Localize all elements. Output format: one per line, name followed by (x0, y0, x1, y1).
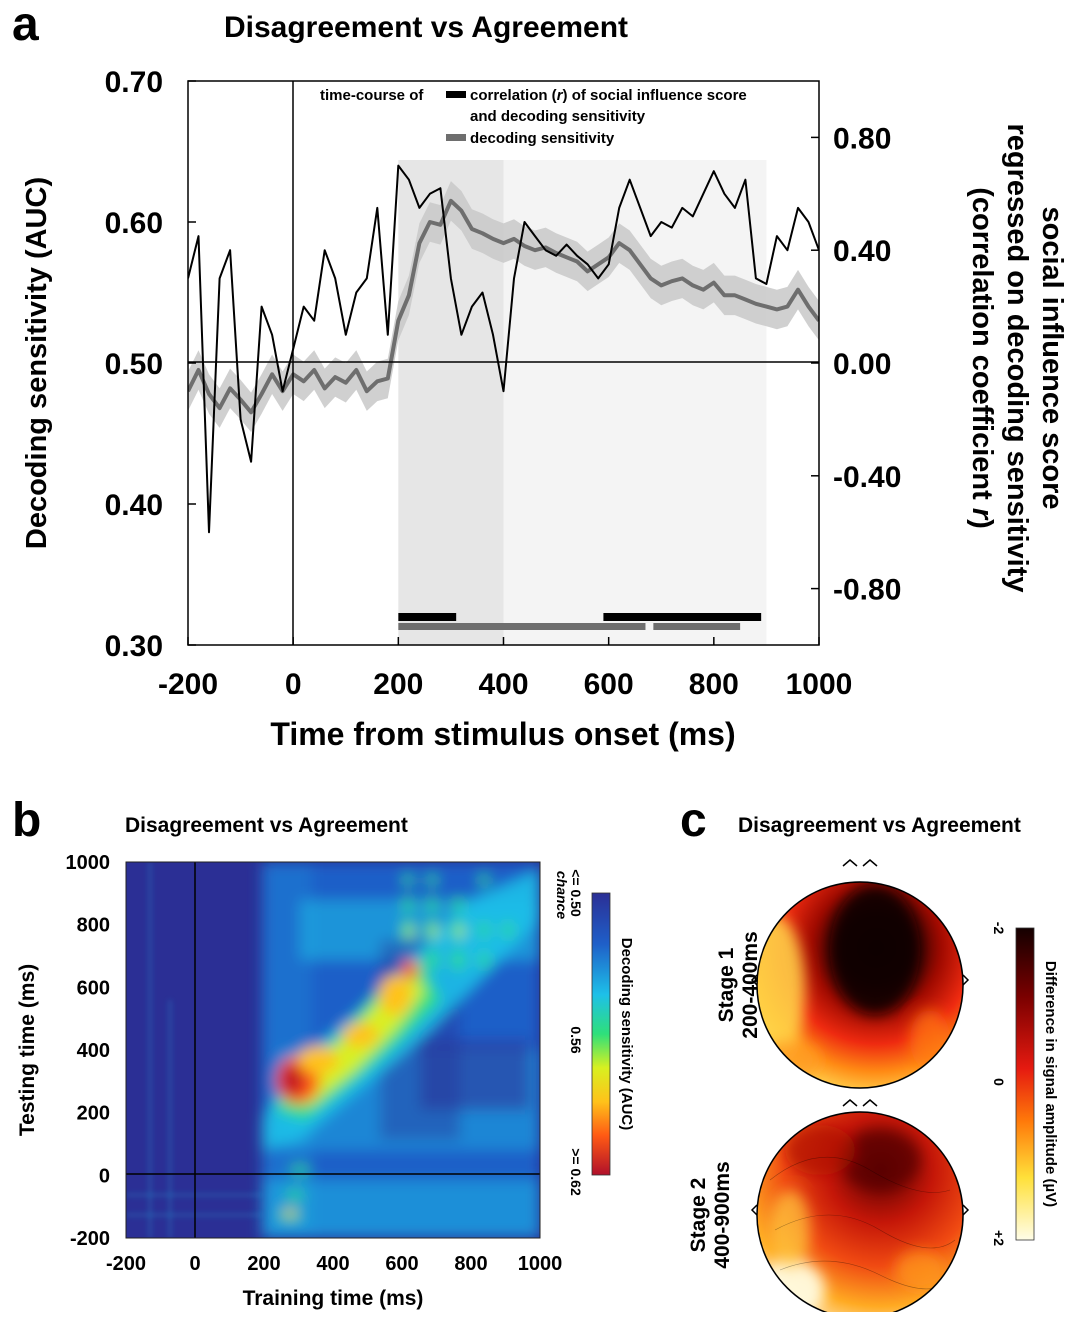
nose-marker (842, 1099, 858, 1107)
panel-a-xlabel: Time from stimulus onset (ms) (270, 716, 735, 752)
significance-bar-correlation (603, 613, 762, 621)
ear-marker-right (962, 974, 970, 986)
panel-c-title: Disagreement vs Agreement (738, 814, 1021, 837)
panel-b-cb-chance: chance (554, 871, 570, 919)
heatmap-x-tick-label: 0 (189, 1253, 200, 1275)
stage-1-label: Stage 1 (715, 947, 738, 1022)
x-tick-label: 800 (689, 668, 739, 701)
heatmap-x-tick-label: -200 (106, 1253, 146, 1275)
x-tick-label: 1000 (786, 668, 853, 701)
y-tick-label: 0.60 (105, 207, 163, 240)
legend-prefix: time-course of (320, 87, 424, 104)
heatmap-frame (125, 861, 541, 1239)
x-tick-label: 0 (285, 668, 302, 701)
panel-b-title: Disagreement vs Agreement (125, 814, 408, 837)
panel-a-ylabel-right-3: (correlation coefficient r) (966, 187, 998, 529)
x-tick-label: 400 (478, 668, 528, 701)
panel-a-title: Disagreement vs Agreement (224, 11, 628, 44)
heatmap-y-tick-label: 200 (77, 1103, 110, 1125)
heatmap-x-tick-label: 1000 (518, 1253, 563, 1275)
panel-c-cb-mid: 0 (991, 1078, 1007, 1086)
panel-c-cb-top: -2 (991, 922, 1007, 935)
significance-bar-decoding (398, 623, 646, 630)
legend-swatch-decoding (446, 134, 466, 141)
stage-1-window: 200-400ms (739, 931, 762, 1038)
heatmap-y-tick-label: 600 (77, 977, 110, 999)
y2-tick-label: 0.80 (833, 122, 891, 155)
panel-b-cb-top: <= 0.50 (568, 869, 584, 917)
panel-a-letter: a (12, 0, 39, 51)
legend-decoding: decoding sensitivity (470, 130, 615, 147)
x-tick-label: 200 (373, 668, 423, 701)
panel-b-ticks: -200 0 200 400 600 800 1000 -200 0 200 400 600 800 10… (66, 852, 563, 1275)
legend-correlation-line2: and decoding sensitivity (470, 108, 646, 125)
scalp-map-stage-1 (750, 859, 970, 1089)
y2-tick-label: 0.00 (833, 348, 891, 381)
x-tick-label: -200 (158, 668, 218, 701)
nose-marker (842, 859, 858, 867)
heatmap-y-tick-label: 0 (99, 1165, 110, 1187)
ear-marker-left (750, 974, 758, 986)
panel-b-colorbar-label: Decoding sensitivity (AUC) (618, 938, 635, 1131)
heatmap-y-tick-label: 800 (77, 915, 110, 937)
panel-a-ticks: -200 0 200 400 600 800 1000 0.30 0.40 0.50 0.60 0.7… (105, 66, 902, 701)
panel-b-ylabel: Testing time (ms) (16, 964, 39, 1136)
ear-marker-left (750, 1204, 758, 1216)
panel-b-xlabel: Training time (ms) (243, 1287, 424, 1310)
scalp-map-stage-2 (750, 1099, 970, 1317)
ear-marker-right (962, 1204, 970, 1216)
decoding-sensitivity-error-band (188, 181, 819, 433)
significance-bar-correlation (398, 613, 457, 621)
panel-b-letter: b (12, 794, 41, 847)
panel-b-cb-bottom: >= 0.62 (568, 1148, 584, 1196)
heatmap-y-tick-label: 1000 (66, 852, 111, 874)
stage-2-window: 400-900ms (711, 1161, 734, 1268)
panel-b-cb-mid: 0.56 (568, 1026, 584, 1053)
nose-marker (862, 1099, 878, 1107)
panel-a-ylabel-right-2: regressed on decoding sensitivity (1001, 124, 1033, 593)
panel-b-colorbar (591, 892, 611, 1176)
y2-tick-label: -0.40 (833, 461, 901, 494)
significance-bars (398, 613, 762, 630)
panel-a-legend: time-course of correlation (r) of social… (320, 87, 747, 147)
heatmap-x-tick-label: 600 (385, 1253, 418, 1275)
nose-marker (862, 859, 878, 867)
heatmap-x-tick-label: 400 (316, 1253, 349, 1275)
panel-c-colorbar-label: Difference in signal amplitude (µV) (1042, 961, 1059, 1207)
stage-2-label: Stage 2 (687, 1178, 710, 1253)
y-tick-label: 0.30 (105, 630, 163, 663)
heatmap-y-tick-label: 400 (77, 1040, 110, 1062)
panel-a-chart: -200 0 200 400 600 800 1000 0.30 0.40 0.50 0.60 0.7… (105, 66, 902, 701)
y-tick-label: 0.40 (105, 489, 163, 522)
y-tick-label: 0.50 (105, 348, 163, 381)
significance-bar-decoding (653, 623, 741, 630)
panel-c-letter: c (680, 794, 707, 847)
panel-c-cb-bottom: +2 (991, 1230, 1007, 1246)
panel-a-ylabel-right-1: social influence score (1036, 206, 1068, 509)
y-tick-label: 0.70 (105, 66, 163, 99)
panel-a-ylabel-left: Decoding sensitivity (AUC) (21, 177, 53, 549)
heatmap-x-tick-label: 800 (454, 1253, 487, 1275)
legend-correlation-line1: correlation (r) of social influence scor… (470, 87, 747, 104)
y2-tick-label: 0.40 (833, 235, 891, 268)
y2-tick-label: -0.80 (833, 574, 901, 607)
heatmap-y-tick-label: -200 (70, 1228, 110, 1250)
x-tick-label: 600 (584, 668, 634, 701)
heatmap-x-tick-label: 200 (247, 1253, 280, 1275)
panel-b-heatmap: -200 0 200 400 600 800 1000 -200 0 200 400 600 800 10… (66, 852, 563, 1275)
legend-swatch-correlation (446, 91, 466, 98)
panel-c-colorbar (1015, 927, 1035, 1241)
